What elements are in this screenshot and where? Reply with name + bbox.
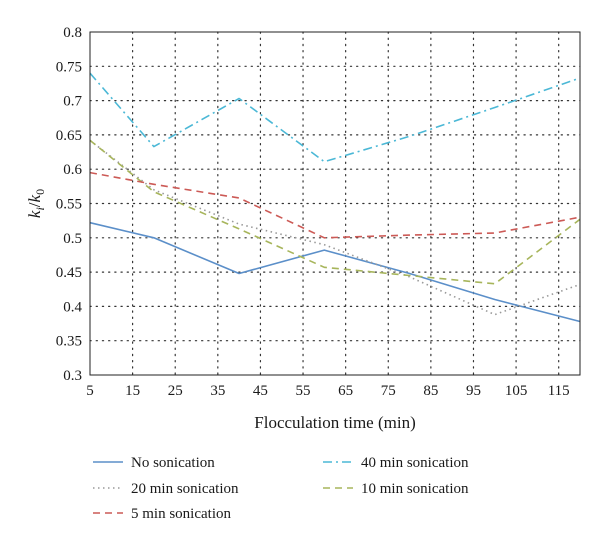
- x-tick-label: 115: [548, 383, 570, 399]
- y-tick-label: 0.4: [63, 299, 82, 315]
- legend-item: 5 min sonication: [93, 506, 231, 522]
- y-tick-label: 0.75: [56, 59, 82, 75]
- x-tick-labels: 5 15 25 35 45 55 65 75 85 95 105 115: [86, 383, 569, 399]
- y-tick-label: 0.65: [56, 128, 82, 144]
- legend-label: 40 min sonication: [361, 455, 469, 471]
- x-tick-label: 75: [381, 383, 396, 399]
- x-tick-label: 65: [338, 383, 353, 399]
- x-tick-label: 105: [505, 383, 528, 399]
- legend-label: 5 min sonication: [131, 506, 231, 522]
- x-axis-label: Flocculation time (min): [254, 413, 415, 432]
- series-line-5-min-sonication: [89, 171, 581, 239]
- series-lines: [89, 72, 581, 323]
- y-tick-label: 0.5: [63, 231, 82, 247]
- y-tick-label: 0.45: [56, 265, 82, 281]
- x-tick-label: 85: [423, 383, 438, 399]
- legend-label: 20 min sonication: [131, 481, 239, 497]
- y-tick-label: 0.3: [63, 368, 82, 384]
- y-tick-label: 0.7: [63, 94, 82, 110]
- legend-label: 10 min sonication: [361, 481, 469, 497]
- y-tick-label: 0.35: [56, 334, 82, 350]
- series-line-no-sonication: [89, 221, 581, 323]
- x-tick-label: 35: [210, 383, 225, 399]
- y-axis-label-sub-i: i: [33, 207, 47, 210]
- x-tick-label: 45: [253, 383, 268, 399]
- y-tick-label: 0.55: [56, 197, 82, 213]
- series-line-10-min-sonication: [89, 139, 581, 285]
- y-axis-label: ki/k0: [25, 189, 47, 218]
- x-tick-label: 25: [168, 383, 183, 399]
- y-axis-label-sub-0: 0: [33, 189, 47, 195]
- y-axis-label-slash: /: [25, 202, 44, 207]
- x-tick-label: 5: [86, 383, 94, 399]
- y-tick-label: 0.6: [63, 162, 82, 178]
- series-line-20-min-sonication: [89, 139, 581, 316]
- x-tick-label: 15: [125, 383, 140, 399]
- y-axis-label-k: k: [25, 210, 44, 218]
- legend-item: 40 min sonication: [323, 455, 469, 471]
- x-tick-label: 55: [296, 383, 311, 399]
- grid-lines: [89, 31, 581, 376]
- legend: No sonication 40 min sonication 20 min son…: [93, 455, 469, 522]
- y-axis-label-k0: k: [25, 194, 44, 202]
- legend-item: 10 min sonication: [323, 481, 469, 497]
- series-line-40-min-sonication: [89, 72, 581, 163]
- plot-frame: [89, 31, 581, 376]
- x-tick-label: 95: [466, 383, 481, 399]
- y-tick-label: 0.8: [63, 25, 82, 41]
- y-tick-labels: 0.3 0.35 0.4 0.45 0.5 0.55 0.6 0.65 0.7 0.75 0.8: [56, 25, 83, 384]
- legend-label: No sonication: [131, 455, 215, 471]
- legend-item: No sonication: [93, 455, 215, 471]
- legend-item: 20 min sonication: [93, 481, 239, 497]
